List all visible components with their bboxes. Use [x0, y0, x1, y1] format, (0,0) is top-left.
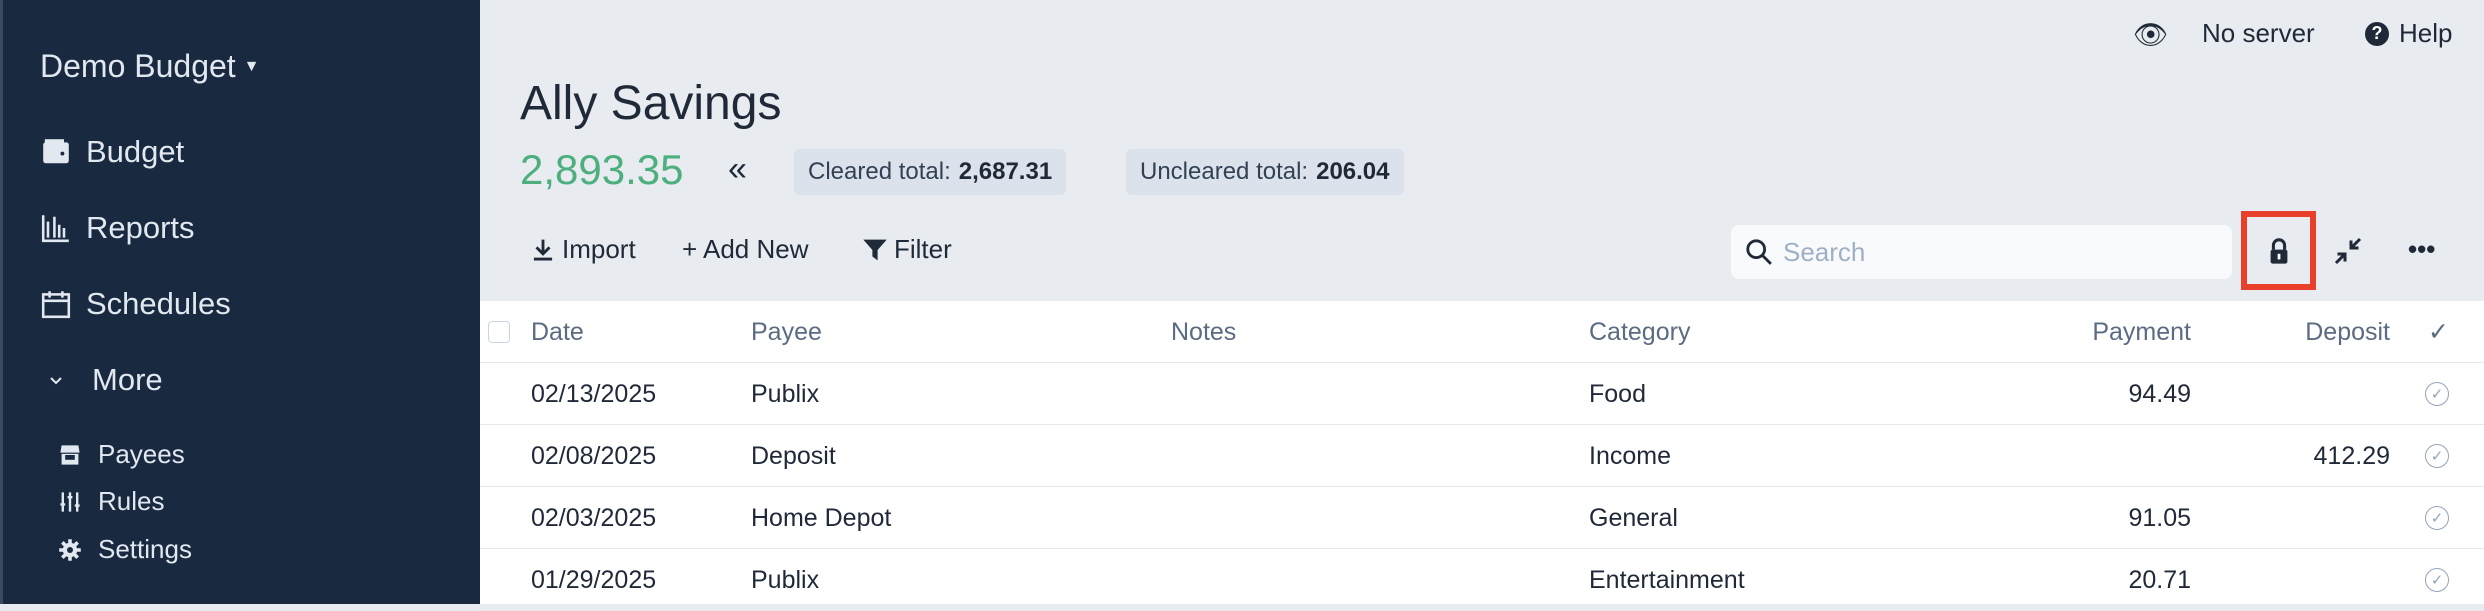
sidebar: Demo Budget ▼ Budget Reports Schedules Mo… — [0, 0, 480, 604]
cell-payee[interactable]: Publix — [751, 565, 820, 594]
cell-category[interactable]: General — [1589, 503, 1678, 532]
sidebar-item-label: Settings — [98, 534, 192, 564]
sidebar-item-schedules[interactable]: Schedules — [40, 286, 231, 322]
header-category[interactable]: Category — [1589, 317, 1691, 346]
header-notes[interactable]: Notes — [1171, 317, 1237, 346]
import-label: Import — [562, 234, 636, 264]
sidebar-item-label: Budget — [86, 134, 185, 169]
sidebar-item-rules[interactable]: Rules — [58, 486, 164, 517]
uncleared-total-badge: Uncleared total: 206.04 — [1126, 149, 1404, 195]
gear-icon — [59, 538, 81, 561]
uncleared-value: 206.04 — [1316, 158, 1390, 185]
double-chevron-left-icon[interactable]: « — [728, 150, 747, 188]
sidebar-item-label: More — [92, 362, 163, 397]
header-payment[interactable]: Payment — [2092, 317, 2191, 346]
header-deposit[interactable]: Deposit — [2305, 317, 2390, 346]
compress-arrows-icon — [2334, 237, 2362, 265]
cell-payee[interactable]: Publix — [751, 379, 820, 408]
sidebar-item-more[interactable]: More — [40, 362, 163, 398]
wallet-icon — [43, 139, 69, 164]
filter-label: Filter — [894, 234, 952, 264]
help-button[interactable]: ? Help — [2365, 18, 2452, 49]
filter-icon — [863, 239, 887, 260]
budget-name: Demo Budget — [40, 48, 236, 84]
server-status[interactable]: No server — [2202, 18, 2315, 49]
cell-payment[interactable]: 20.71 — [2128, 565, 2191, 594]
table-row[interactable]: 02/13/2025 Publix Food 94.49 ✓ — [480, 363, 2484, 425]
cleared-value: 2,687.31 — [958, 158, 1053, 185]
table-row[interactable]: 01/29/2025 Publix Entertainment 20.71 ✓ — [480, 549, 2484, 611]
collapse-button[interactable] — [2333, 236, 2363, 271]
import-button[interactable]: Import — [530, 234, 636, 265]
uncleared-label: Uncleared total: — [1140, 158, 1309, 185]
add-new-button[interactable]: + Add New — [682, 234, 808, 265]
cell-payee[interactable]: Home Depot — [751, 503, 892, 532]
main-content: 👁 No server ? Help Ally Savings 2,893.35 … — [480, 0, 2484, 611]
sidebar-item-label: Payees — [98, 439, 185, 469]
header-date[interactable]: Date — [531, 317, 584, 346]
sidebar-item-reports[interactable]: Reports — [40, 210, 195, 246]
cell-payee[interactable]: Deposit — [751, 441, 836, 470]
cell-date[interactable]: 02/08/2025 — [531, 441, 657, 470]
account-title[interactable]: Ally Savings — [520, 77, 782, 130]
cleared-check-icon[interactable]: ✓ — [2425, 425, 2449, 487]
account-balance: 2,893.35 — [520, 146, 684, 193]
cell-date[interactable]: 02/13/2025 — [531, 379, 657, 408]
table-row[interactable]: 02/08/2025 Deposit Income 412.29 ✓ — [480, 425, 2484, 487]
chart-bar-icon — [41, 215, 69, 243]
cell-payment[interactable]: 91.05 — [2128, 503, 2191, 532]
search-input[interactable]: Search — [1731, 225, 2232, 279]
store-icon — [60, 444, 80, 465]
filter-button[interactable]: Filter — [862, 234, 952, 265]
chevron-down-icon — [50, 377, 62, 385]
cell-deposit[interactable]: 412.29 — [2313, 441, 2390, 470]
cell-category[interactable]: Income — [1589, 441, 1671, 470]
eye-icon: 👁 — [2133, 19, 2169, 50]
sidebar-item-label: Rules — [98, 486, 165, 516]
header-payee[interactable]: Payee — [751, 317, 822, 346]
help-label: Help — [2399, 18, 2453, 48]
lock-button[interactable] — [2241, 211, 2316, 290]
server-label: No server — [2202, 18, 2315, 48]
caret-down-icon: ▼ — [243, 57, 260, 75]
ellipsis-icon: ••• — [2408, 234, 2436, 264]
cell-date[interactable]: 01/29/2025 — [531, 565, 657, 594]
table-row[interactable]: 02/03/2025 Home Depot General 91.05 ✓ — [480, 487, 2484, 549]
cell-category[interactable]: Food — [1589, 379, 1646, 408]
search-placeholder: Search — [1783, 236, 1866, 267]
header-cleared[interactable]: ✓ — [2428, 318, 2449, 346]
lock-icon — [2270, 237, 2287, 264]
cleared-label: Cleared total: — [808, 158, 951, 185]
cell-date[interactable]: 02/03/2025 — [531, 503, 657, 532]
sidebar-item-settings[interactable]: Settings — [58, 534, 192, 565]
table-header: Date Payee Notes Category Payment Deposi… — [480, 301, 2484, 363]
cell-payment[interactable]: 94.49 — [2128, 379, 2191, 408]
select-all-checkbox[interactable] — [488, 301, 510, 363]
cleared-check-icon[interactable]: ✓ — [2425, 363, 2449, 425]
cell-category[interactable]: Entertainment — [1589, 565, 1745, 594]
budget-switcher[interactable]: Demo Budget ▼ — [40, 48, 260, 85]
download-icon — [533, 239, 553, 261]
question-circle-icon: ? — [2365, 21, 2389, 46]
cleared-total-badge: Cleared total: 2,687.31 — [794, 149, 1067, 195]
privacy-toggle[interactable]: 👁 — [2133, 18, 2169, 51]
more-options-button[interactable]: ••• — [2408, 234, 2435, 265]
sidebar-item-payees[interactable]: Payees — [58, 439, 185, 470]
cleared-check-icon[interactable]: ✓ — [2425, 549, 2449, 611]
sliders-icon — [60, 491, 80, 512]
cleared-check-icon[interactable]: ✓ — [2425, 487, 2449, 549]
sidebar-item-label: Reports — [86, 210, 195, 245]
sidebar-item-budget[interactable]: Budget — [40, 134, 184, 170]
sidebar-item-label: Schedules — [86, 286, 231, 321]
transactions-table: Date Payee Notes Category Payment Deposi… — [480, 301, 2484, 611]
calendar-icon — [41, 291, 71, 319]
add-new-label: + Add New — [682, 234, 809, 264]
search-icon — [1746, 239, 1772, 265]
